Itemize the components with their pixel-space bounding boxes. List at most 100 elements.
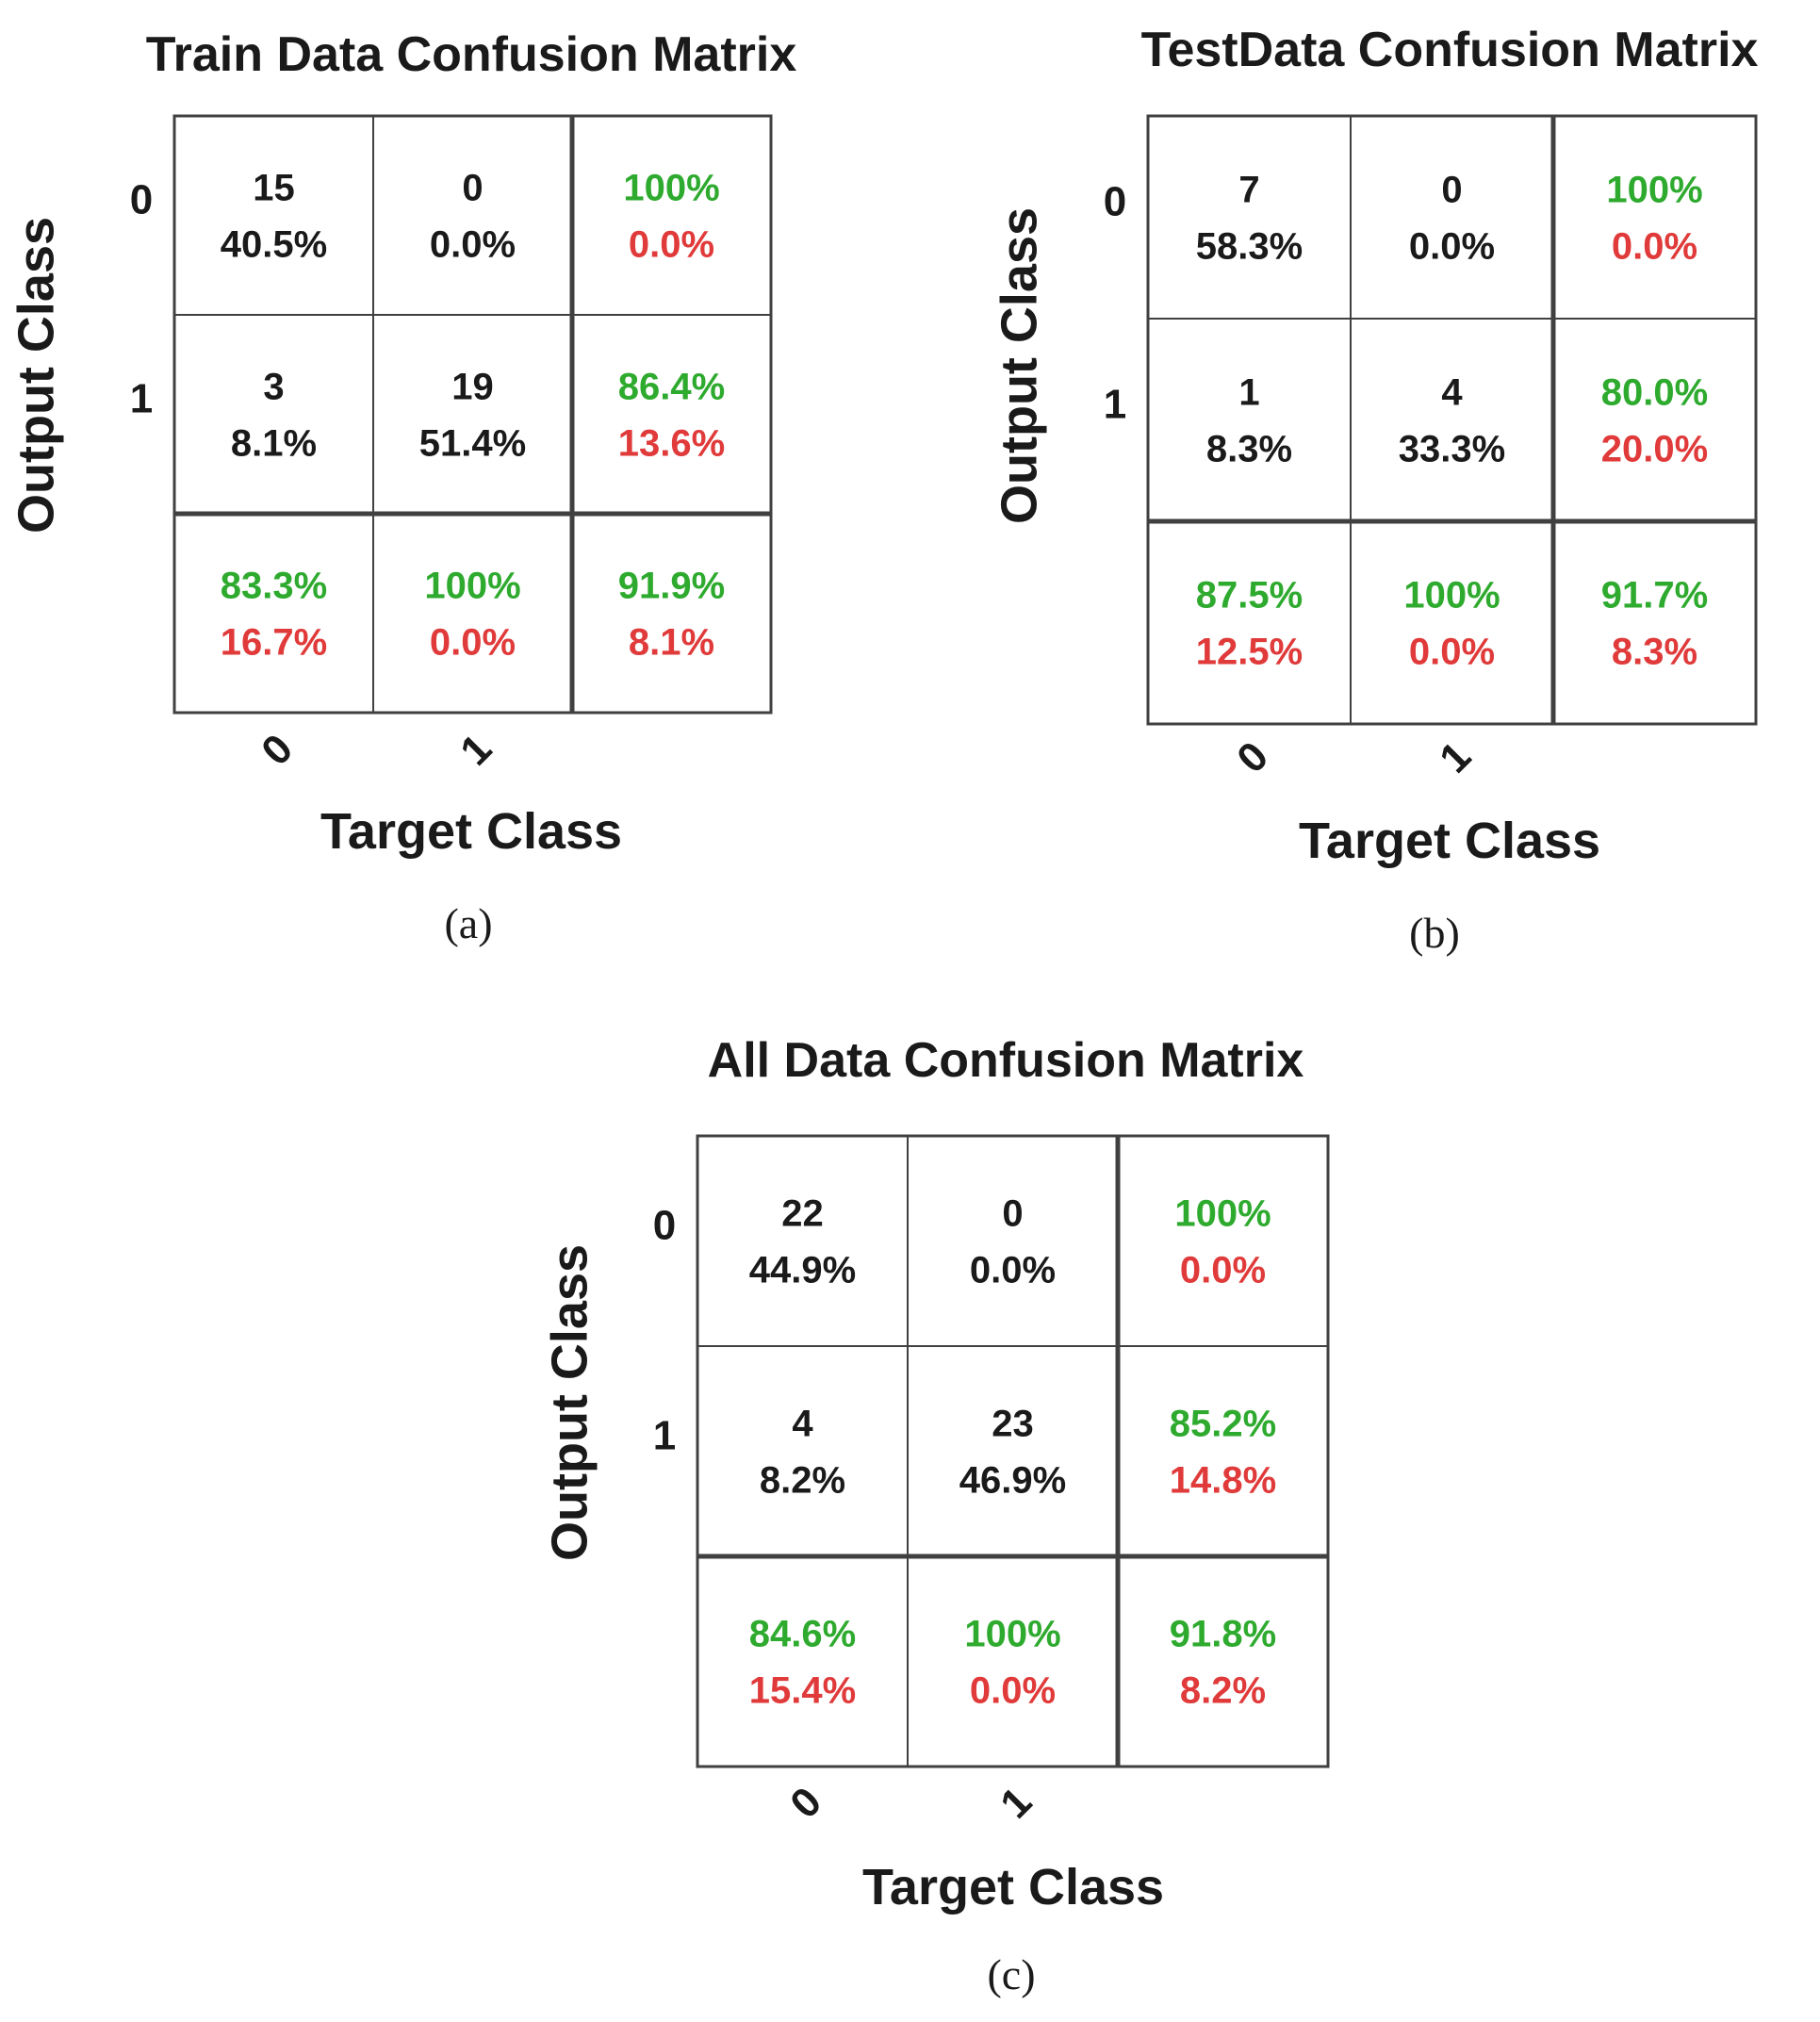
cell-error-pct: 0.0% — [1409, 632, 1495, 673]
cell-count: 22 — [781, 1193, 824, 1235]
cell-correct-pct: 100% — [1606, 170, 1702, 211]
cell-error-pct: 8.2% — [1180, 1670, 1266, 1712]
matrix-cell — [1552, 520, 1757, 725]
matrix-cell — [907, 1135, 1119, 1347]
matrix-cell — [372, 513, 573, 714]
cell-error-pct: 14.8% — [1170, 1460, 1276, 1502]
confusion-matrix-panel-1: Train Data Confusion Matrix 15 40.5% 0 0.0% 1… — [8, 27, 796, 947]
cell-percent: 0.0% — [1409, 226, 1495, 268]
cell-count: 4 — [1441, 372, 1463, 414]
matrix-border — [172, 114, 773, 715]
cell-correct-pct: 85.2% — [1170, 1404, 1276, 1445]
matrix-cell — [697, 1345, 909, 1557]
cell-error-pct: 0.0% — [629, 224, 714, 266]
cell-correct-pct: 91.8% — [1170, 1614, 1276, 1655]
cell-count: 0 — [1441, 170, 1462, 211]
cell-error-pct: 8.1% — [629, 622, 714, 664]
matrix-cell — [1552, 318, 1757, 522]
cell-percent: 51.4% — [419, 423, 526, 465]
cell-count: 7 — [1238, 170, 1259, 211]
row-tick-label: 0 — [130, 177, 153, 223]
cell-count: 4 — [792, 1404, 813, 1445]
cell-count: 15 — [253, 168, 295, 209]
cell-correct-pct: 100% — [623, 168, 719, 209]
cell-count: 0 — [462, 168, 483, 209]
cell-correct-pct: 91.9% — [618, 566, 725, 607]
row-tick-label: 0 — [653, 1203, 676, 1249]
cell-error-pct: 8.3% — [1612, 632, 1697, 673]
matrix-cell — [697, 1135, 909, 1347]
matrix-cell — [571, 314, 772, 515]
cell-percent: 8.1% — [231, 423, 317, 465]
matrix-cell — [1552, 115, 1757, 320]
cell-count: 3 — [263, 367, 284, 408]
cell-error-pct: 12.5% — [1196, 632, 1303, 673]
matrix-cell — [1147, 115, 1352, 320]
row-tick-label: 1 — [130, 376, 153, 422]
matrix-cell — [907, 1345, 1119, 1557]
cell-error-pct: 0.0% — [1180, 1250, 1266, 1291]
cell-correct-pct: 87.5% — [1196, 575, 1303, 616]
chart-title: All Data Confusion Matrix — [708, 1033, 1304, 1088]
matrix-cell — [571, 513, 772, 714]
cell-error-pct: 16.7% — [221, 622, 327, 664]
cell-count: 19 — [451, 367, 494, 408]
matrix-cell — [1350, 520, 1554, 725]
matrix-cell — [372, 314, 573, 515]
cell-correct-pct: 83.3% — [221, 566, 327, 607]
cell-correct-pct: 80.0% — [1601, 372, 1708, 414]
matrix-border — [1146, 114, 1758, 726]
column-tick-label: 1 — [451, 726, 500, 775]
matrix-cell — [173, 115, 374, 316]
cell-error-pct: 0.0% — [430, 622, 516, 664]
panel-caption: (c) — [987, 1950, 1035, 1998]
matrix-cell — [1350, 115, 1554, 320]
x-axis-label: Target Class — [1299, 813, 1600, 869]
cell-count: 23 — [992, 1404, 1034, 1445]
matrix-cell — [1147, 520, 1352, 725]
column-tick-label: 1 — [1431, 733, 1480, 782]
y-axis-label: Output Class — [541, 1244, 598, 1561]
cell-error-pct: 0.0% — [1612, 226, 1697, 268]
row-tick-label: 1 — [653, 1413, 676, 1459]
cell-correct-pct: 100% — [424, 566, 520, 607]
cell-percent: 44.9% — [749, 1250, 856, 1291]
matrix-cell — [1117, 1135, 1329, 1347]
cell-percent: 0.0% — [970, 1250, 1056, 1291]
cell-count: 1 — [1238, 372, 1259, 414]
cell-correct-pct: 84.6% — [749, 1614, 856, 1655]
column-tick-label: 0 — [253, 726, 302, 775]
chart-title: Train Data Confusion Matrix — [146, 27, 797, 82]
confusion-matrix-panel-2: TestData Confusion Matrix 7 58.3% 0 0.0% 100%… — [991, 23, 1758, 957]
matrix-cell — [173, 314, 374, 515]
cell-correct-pct: 100% — [964, 1614, 1060, 1655]
cell-percent: 40.5% — [221, 224, 327, 266]
cell-percent: 46.9% — [959, 1460, 1066, 1502]
y-axis-label: Output Class — [991, 207, 1047, 524]
matrix-cell — [1350, 318, 1554, 522]
chart-title: TestData Confusion Matrix — [1141, 23, 1759, 77]
cell-percent: 8.2% — [760, 1460, 845, 1502]
cell-error-pct: 15.4% — [749, 1670, 856, 1712]
confusion-matrix-panel-3: All Data Confusion Matrix2244.9%00.0%100… — [541, 1033, 1330, 1998]
cell-percent: 58.3% — [1196, 226, 1303, 268]
cell-percent: 8.3% — [1206, 429, 1292, 470]
row-tick-label: 1 — [1104, 382, 1126, 428]
cell-count: 0 — [1002, 1193, 1023, 1235]
cell-correct-pct: 100% — [1403, 575, 1500, 616]
matrix-cell — [173, 513, 374, 714]
cell-correct-pct: 100% — [1174, 1193, 1271, 1235]
cell-percent: 33.3% — [1399, 429, 1505, 470]
column-tick-label: 0 — [781, 1779, 830, 1828]
matrix-cell — [1117, 1555, 1329, 1767]
column-tick-label: 1 — [992, 1779, 1041, 1828]
panel-caption: (a) — [444, 899, 492, 947]
matrix-cell — [571, 115, 772, 316]
cell-correct-pct: 91.7% — [1601, 575, 1708, 616]
cell-error-pct: 13.6% — [618, 423, 725, 465]
column-tick-label: 0 — [1228, 733, 1277, 782]
matrix-cell — [907, 1555, 1119, 1767]
cell-error-pct: 20.0% — [1601, 429, 1708, 470]
row-tick-label: 0 — [1104, 179, 1126, 225]
